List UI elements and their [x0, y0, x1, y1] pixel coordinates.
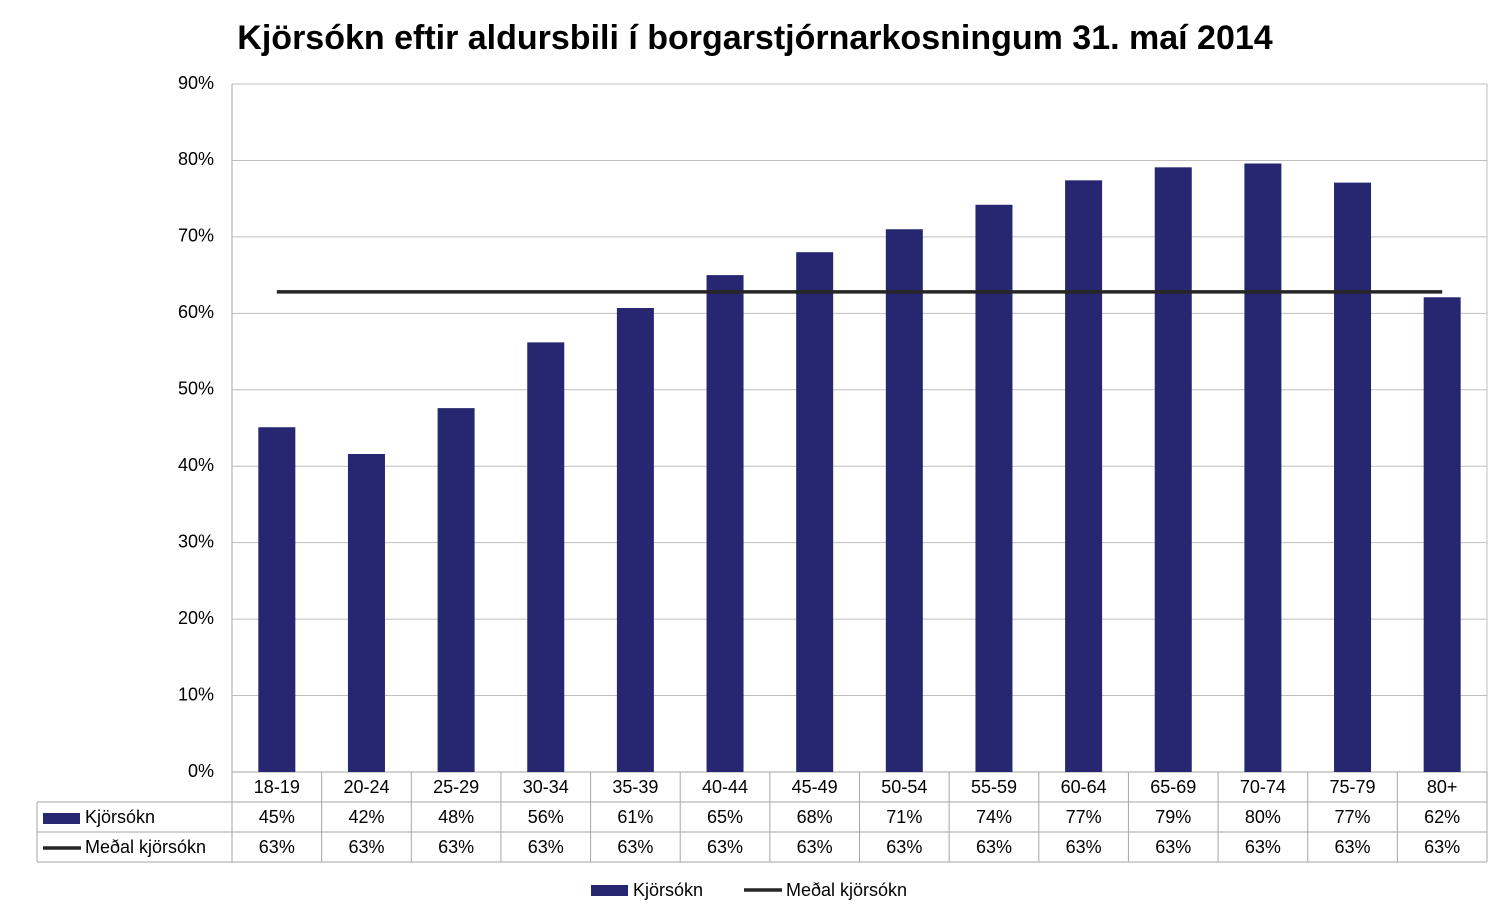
y-tick-label: 90%	[178, 73, 214, 93]
data-label: 62%	[1424, 807, 1460, 827]
x-tick-label: 20-24	[343, 777, 389, 797]
y-tick-label: 10%	[178, 684, 214, 704]
data-label: 63%	[528, 837, 564, 857]
bar	[796, 252, 834, 772]
data-label: 63%	[617, 837, 653, 857]
legend-label: Meðal kjörsókn	[85, 837, 206, 857]
bar	[1244, 163, 1282, 773]
bar	[706, 275, 744, 772]
bar	[885, 229, 923, 772]
x-tick-label: 75-79	[1330, 777, 1376, 797]
data-label: 77%	[1335, 807, 1371, 827]
y-tick-label: 20%	[178, 608, 214, 628]
x-tick-label: 40-44	[702, 777, 748, 797]
data-label: 56%	[528, 807, 564, 827]
data-label: 71%	[886, 807, 922, 827]
data-label: 63%	[259, 837, 295, 857]
legend-key	[43, 813, 80, 824]
y-tick-label: 80%	[178, 149, 214, 169]
bar	[1423, 297, 1461, 772]
x-tick-label: 45-49	[792, 777, 838, 797]
y-tick-label: 0%	[188, 761, 214, 781]
data-label: 45%	[259, 807, 295, 827]
x-tick-label: 25-29	[433, 777, 479, 797]
data-label: 80%	[1245, 807, 1281, 827]
legend-label: Kjörsókn	[633, 880, 703, 900]
data-label: 63%	[348, 837, 384, 857]
bar	[527, 342, 565, 772]
legend-label: Kjörsókn	[85, 807, 155, 827]
x-tick-label: 50-54	[881, 777, 927, 797]
chart-title: Kjörsókn eftir aldursbili í borgarstjórn…	[237, 19, 1272, 57]
data-label: 63%	[1066, 837, 1102, 857]
bar	[975, 204, 1013, 772]
data-label: 63%	[976, 837, 1012, 857]
data-label: 77%	[1066, 807, 1102, 827]
data-label: 63%	[797, 837, 833, 857]
y-tick-label: 60%	[178, 302, 214, 322]
y-tick-label: 70%	[178, 226, 214, 246]
x-tick-label: 55-59	[971, 777, 1017, 797]
y-tick-label: 30%	[178, 531, 214, 551]
bar	[616, 307, 654, 772]
bar	[347, 453, 385, 772]
y-tick-label: 40%	[178, 455, 214, 475]
data-label: 63%	[886, 837, 922, 857]
x-tick-label: 35-39	[612, 777, 658, 797]
data-label: 63%	[1245, 837, 1281, 857]
legend-label: Meðal kjörsókn	[786, 880, 907, 900]
x-tick-label: 30-34	[523, 777, 569, 797]
bar	[258, 427, 296, 772]
x-tick-label: 18-19	[254, 777, 300, 797]
data-label: 63%	[1424, 837, 1460, 857]
data-label: 74%	[976, 807, 1012, 827]
data-label: 63%	[707, 837, 743, 857]
data-label: 61%	[617, 807, 653, 827]
x-tick-label: 65-69	[1150, 777, 1196, 797]
x-tick-label: 80+	[1427, 777, 1458, 797]
bar	[1065, 180, 1103, 772]
x-tick-label: 60-64	[1061, 777, 1107, 797]
y-tick-label: 50%	[178, 379, 214, 399]
data-label: 68%	[797, 807, 833, 827]
legend-key	[591, 885, 628, 896]
bar	[1154, 167, 1192, 772]
data-label: 63%	[1335, 837, 1371, 857]
data-label: 65%	[707, 807, 743, 827]
bar	[1334, 182, 1372, 772]
data-label: 42%	[348, 807, 384, 827]
data-label: 63%	[438, 837, 474, 857]
data-label: 79%	[1155, 807, 1191, 827]
data-label: 48%	[438, 807, 474, 827]
bar	[437, 408, 475, 772]
x-tick-label: 70-74	[1240, 777, 1286, 797]
data-label: 63%	[1155, 837, 1191, 857]
